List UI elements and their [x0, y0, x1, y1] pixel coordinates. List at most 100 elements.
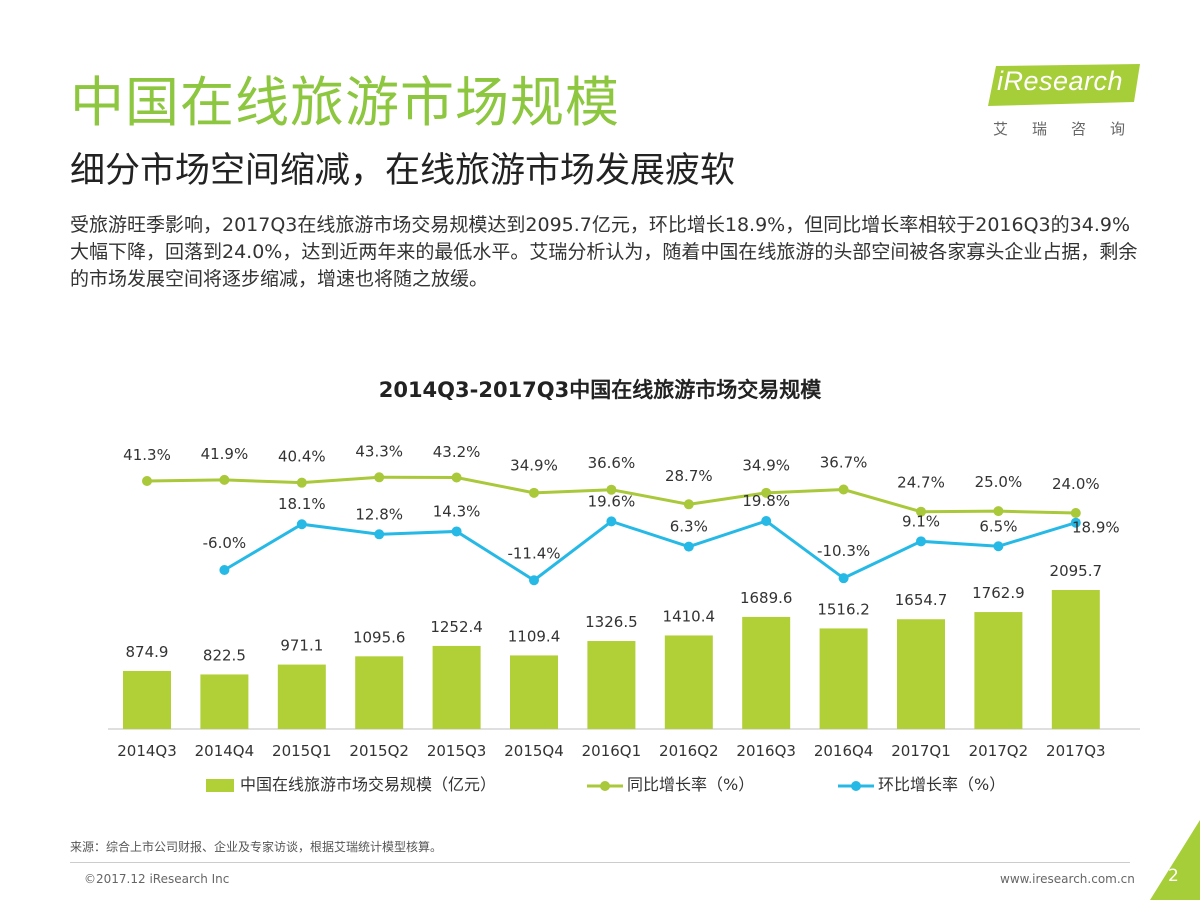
- qoq-value-label: 14.3%: [433, 502, 481, 520]
- bar: [277, 664, 326, 729]
- bar-value-label: 1516.2: [817, 600, 870, 618]
- x-tick-label: 2015Q3: [427, 742, 487, 760]
- legend-qoq-label: 环比增长率（%）: [878, 775, 1006, 794]
- qoq-value-label: -11.4%: [507, 544, 560, 562]
- yoy-point: [374, 472, 385, 483]
- x-tick-label: 2016Q2: [659, 742, 719, 760]
- legend-bar-label: 中国在线旅游市场交易规模（亿元）: [240, 775, 497, 794]
- yoy-value-label: 43.2%: [433, 443, 481, 461]
- bar-value-label: 874.9: [126, 643, 169, 661]
- qoq-value-label: -10.3%: [817, 542, 870, 560]
- qoq-point: [529, 575, 539, 586]
- yoy-value-label: 25.0%: [975, 473, 1023, 491]
- yoy-value-label: 41.9%: [201, 445, 249, 463]
- x-tick-label: 2016Q4: [814, 742, 874, 760]
- qoq-point: [838, 573, 849, 584]
- legend-qoq-marker: [838, 780, 874, 791]
- x-tick-label: 2016Q3: [736, 742, 796, 760]
- page-corner: [1150, 820, 1200, 900]
- qoq-value-label: 18.1%: [278, 495, 326, 513]
- logo-wordmark: iResearch: [996, 66, 1124, 96]
- page-subtitle: 细分市场空间缩减，在线旅游市场发展疲软: [70, 151, 736, 191]
- bar: [510, 655, 558, 729]
- yoy-value-label: 36.6%: [588, 454, 636, 472]
- legend-yoy: 同比增长率（%）: [587, 771, 754, 795]
- bar-value-label: 1689.6: [740, 589, 793, 607]
- yoy-point: [916, 506, 926, 517]
- qoq-point: [683, 541, 694, 552]
- qoq-point: [296, 519, 307, 530]
- bar-value-label: 1326.5: [585, 613, 638, 631]
- yoy-value-label: 28.7%: [665, 467, 713, 485]
- legend-yoy-marker: [587, 780, 623, 791]
- summary-paragraph: 受旅游旺季影响，2017Q3在线旅游市场交易规模达到2095.7亿元，环比增长1…: [70, 214, 1138, 290]
- yoy-point: [529, 487, 539, 498]
- x-tick-label: 2014Q3: [117, 742, 177, 760]
- bar: [432, 645, 481, 729]
- yoy-point: [761, 487, 772, 498]
- qoq-value-label: 12.8%: [355, 505, 403, 523]
- legend-yoy-label: 同比增长率（%）: [627, 775, 755, 794]
- qoq-point: [1070, 517, 1081, 528]
- qoq-point: [993, 541, 1004, 552]
- qoq-value-label: 19.8%: [742, 492, 790, 510]
- logo-background: [988, 64, 1140, 106]
- x-tick-label: 2017Q1: [891, 742, 951, 760]
- qoq-value-label: 9.1%: [902, 512, 940, 530]
- qoq-point: [916, 536, 926, 547]
- yoy-point: [683, 499, 694, 510]
- bar: [742, 616, 791, 729]
- yoy-value-label: 34.9%: [742, 457, 790, 475]
- bar-value-label: 2095.7: [1050, 562, 1103, 580]
- bar: [897, 619, 945, 729]
- x-tick-label: 2017Q2: [969, 742, 1029, 760]
- bar: [200, 674, 249, 729]
- footer-divider: [70, 862, 1130, 863]
- iresearch-logo: iResearch 艾瑞咨询: [985, 64, 1145, 144]
- x-tick-label: 2016Q1: [582, 742, 642, 760]
- copyright: ©2017.12 iResearch Inc: [84, 872, 230, 886]
- logo-chinese: 艾瑞咨询: [993, 120, 1150, 138]
- bar: [587, 641, 636, 729]
- bar-value-label: 1762.9: [972, 584, 1025, 602]
- yoy-value-label: 24.7%: [897, 474, 945, 492]
- yoy-point: [838, 484, 849, 495]
- yoy-value-label: 36.7%: [820, 454, 868, 472]
- qoq-point: [374, 529, 385, 540]
- legend-qoq: 环比增长率（%）: [838, 771, 1005, 795]
- yoy-point: [993, 506, 1004, 517]
- qoq-series-line: [223, 519, 1077, 583]
- bar-value-label: 1095.6: [353, 628, 406, 646]
- bar-value-label: 1109.4: [508, 627, 561, 645]
- bar-value-label: 971.1: [280, 637, 323, 655]
- bar: [355, 656, 404, 729]
- page-number: 2: [1168, 866, 1179, 886]
- bar: [819, 628, 868, 729]
- yoy-value-label: 24.0%: [1052, 475, 1100, 493]
- qoq-point: [606, 516, 617, 527]
- x-tick-label: 2015Q1: [272, 742, 332, 760]
- qoq-point: [219, 565, 230, 575]
- qoq-value-label: 19.6%: [588, 492, 636, 510]
- yoy-value-label: 34.9%: [510, 457, 558, 475]
- chart-title: 2014Q3-2017Q3中国在线旅游市场交易规模: [378, 378, 822, 402]
- x-tick-label: 2017Q3: [1046, 742, 1106, 760]
- yoy-point: [219, 474, 230, 485]
- yoy-point: [606, 484, 617, 495]
- qoq-value-label: 6.5%: [979, 517, 1017, 535]
- yoy-point: [296, 477, 307, 488]
- bar-value-label: 1654.7: [895, 591, 948, 609]
- qoq-value-label: 18.9%: [1072, 519, 1120, 537]
- bar: [664, 635, 713, 729]
- bar-value-label: 1410.4: [663, 607, 716, 625]
- page-title: 中国在线旅游市场规模: [70, 71, 620, 134]
- bar: [974, 612, 1023, 729]
- yoy-value-label: 40.4%: [278, 447, 326, 465]
- qoq-point: [451, 526, 462, 537]
- website-link[interactable]: www.iresearch.com.cn: [1000, 872, 1135, 886]
- qoq-value-label: 6.3%: [670, 518, 708, 536]
- bar-value-label: 822.5: [203, 646, 246, 664]
- bar-value-label: 1252.4: [430, 618, 483, 636]
- bar: [1051, 590, 1100, 729]
